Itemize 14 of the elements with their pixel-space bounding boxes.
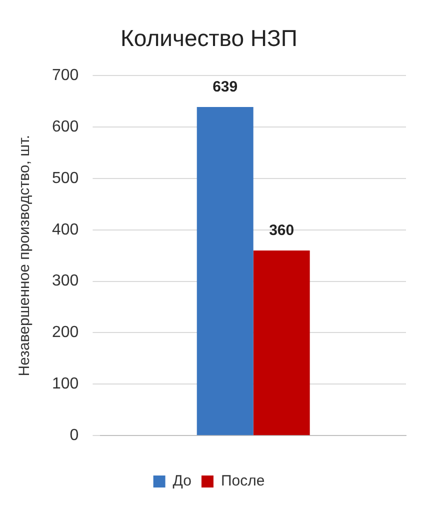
y-tick-label: 300 [52, 272, 79, 290]
y-tick-label: 500 [52, 170, 79, 187]
y-tick-label: 600 [52, 118, 79, 136]
y-tick-label: 400 [52, 221, 79, 238]
legend-label: До [172, 472, 192, 490]
data-label: 360 [269, 222, 294, 240]
y-tick-label: 700 [52, 67, 79, 84]
data-label: 639 [212, 78, 238, 96]
y-tick-label: 100 [52, 376, 79, 393]
legend-label: После [220, 472, 265, 490]
chart-title: Количество НЗП [120, 25, 298, 52]
y-axis-title: Незавершенное производство, шт. [16, 134, 34, 376]
y-tick-label: 200 [52, 324, 79, 342]
y-tick-label: 0 [70, 427, 79, 444]
